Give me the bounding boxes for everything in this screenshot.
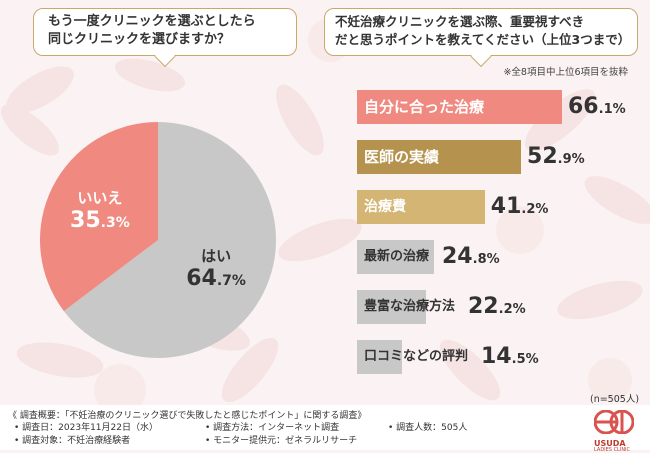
bar-3: 最新の治療 <box>357 240 434 274</box>
bar-5: 口コミなどの評判 <box>357 340 468 374</box>
excerpt-note: ※全8項目中上位6項目を抜粋 <box>503 67 628 78</box>
bar-0: 自分に合った治療 <box>357 90 562 124</box>
bar-label-5: 口コミなどの評判 <box>364 349 469 364</box>
bar-label-1: 医師の実績 <box>364 148 440 166</box>
bar-value-1: 52.9% <box>527 144 585 169</box>
right-question-bubble: 不妊治療クリニックを選ぶ際、重要視すべき だと思うポイントを教えてください（上位… <box>324 8 638 68</box>
bar-1: 医師の実績 <box>357 140 522 174</box>
usuda-logo-mark <box>593 409 635 435</box>
bar-label-4: 豊富な治療方法 <box>364 299 456 314</box>
usuda-logo: USUDA LADIES CLINIC <box>593 409 635 453</box>
bar-value-3: 24.8% <box>442 244 500 269</box>
right-question-line1: 不妊治療クリニックを選ぶ際、重要視すべき <box>335 14 585 29</box>
footer-target: • 調査対象：不妊治療経験者 <box>14 436 131 446</box>
pie-label-0: はい <box>201 247 231 265</box>
footer-provider: • モニター提供元：ゼネラルリサーチ <box>205 436 358 446</box>
brand-tagline: LADIES CLINIC <box>594 447 631 453</box>
bar-value-4: 22.2% <box>468 294 526 319</box>
bar-label-2: 治療費 <box>364 199 406 215</box>
bar-value-0: 66.1% <box>568 94 626 119</box>
left-question-bubble: もう一度クリニックを選ぶとしたら 同じクリニックを選びますか？ <box>33 8 297 68</box>
pie-slice-0 <box>63 122 276 358</box>
brand-name: USUDA <box>594 439 626 448</box>
footer-summary: 《 調査概要：「不妊治療のクリニック選びで失敗したと感じたポイント」に関する調査… <box>8 411 367 421</box>
bar-value-5: 14.5% <box>481 344 539 369</box>
footer-date: • 調査日：2023年11月22日（水） <box>14 423 158 433</box>
left-question-line2: 同じクリニックを選びますか？ <box>48 32 231 47</box>
footer-count: • 調査人数：505人 <box>388 423 468 433</box>
pie-value-0: 64.7% <box>186 266 246 291</box>
pie-label-1: いいえ <box>77 189 122 207</box>
footer-method: • 調査方法：インターネット調査 <box>205 423 340 433</box>
left-question-line1: もう一度クリニックを選ぶとしたら <box>48 14 256 29</box>
survey-footer: 《 調査概要：「不妊治療のクリニック選びで失敗したと感じたポイント」に関する調査… <box>0 405 650 450</box>
bar-label-0: 自分に合った治療 <box>364 98 485 116</box>
bar-label-3: 最新の治療 <box>364 249 430 264</box>
pie-slice-1 <box>39 122 159 312</box>
bar-value-2: 41.2% <box>490 194 549 219</box>
right-question-line2: だと思うポイントを教えてください（上位3つまで） <box>335 32 631 47</box>
pie-value-1: 35.3% <box>70 208 130 233</box>
sample-size-note: (n=505人) <box>590 394 640 405</box>
bar-2: 治療費 <box>357 190 485 224</box>
bar-4: 豊富な治療方法 <box>357 290 455 324</box>
